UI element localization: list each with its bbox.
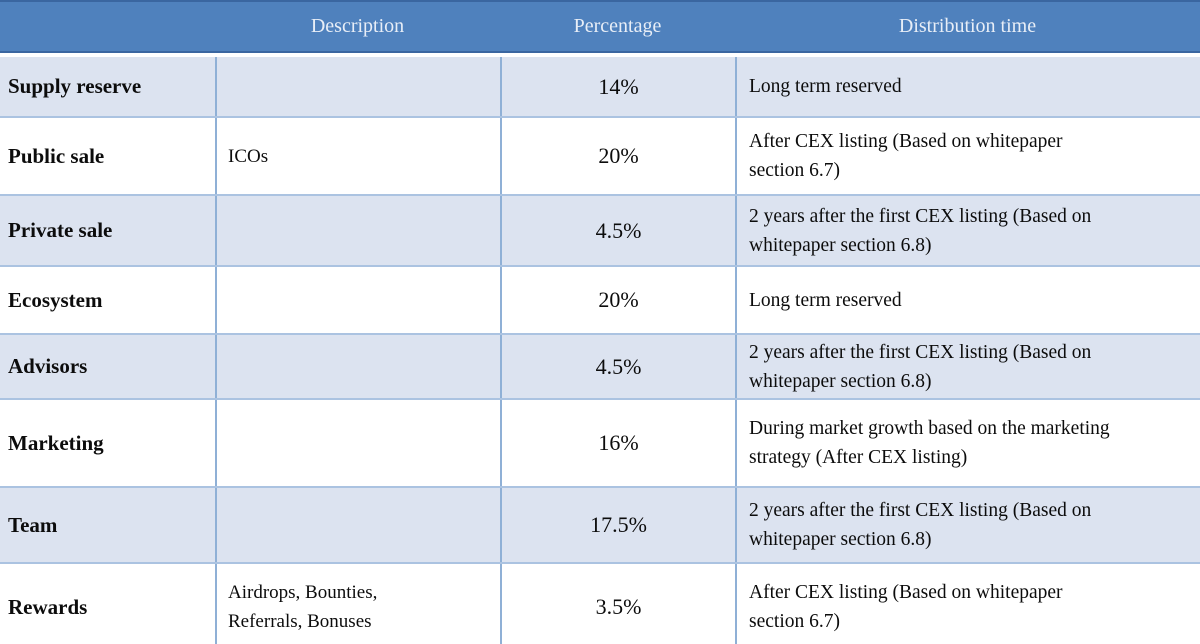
description-text: Airdrops, Bounties, Referrals, Bonuses (228, 582, 378, 632)
percentage-value: 14% (598, 73, 639, 99)
percentage-value: 17.5% (590, 512, 647, 537)
percentage-value: 20% (598, 143, 639, 168)
table-row: Private sale 4.5% 2 years after the firs… (0, 194, 1200, 265)
percentage-cell: 20% (500, 267, 735, 333)
distribution-time-cell: Long term reserved (735, 267, 1200, 333)
table-row: Supply reserve 14% Long term reserved (0, 57, 1200, 116)
table-row: Ecosystem 20% Long term reserved (0, 265, 1200, 333)
description-cell (215, 196, 500, 265)
distribution-time-cell: After CEX listing (Based on whitepaper s… (735, 118, 1200, 194)
distribution-time-text: Long term reserved (749, 76, 902, 97)
percentage-value: 4.5% (595, 217, 642, 243)
distribution-time-cell: After CEX listing (Based on whitepaper s… (735, 564, 1200, 644)
percentage-cell: 3.5% (500, 564, 735, 644)
distribution-time-text: Long term reserved (749, 289, 902, 311)
percentage-value: 3.5% (595, 594, 642, 619)
category-label: Team (8, 512, 58, 537)
description-cell: ICOs (215, 118, 500, 194)
description-text: ICOs (228, 145, 269, 167)
description-cell: Airdrops, Bounties, Referrals, Bonuses (215, 564, 500, 644)
percentage-cell: 20% (500, 118, 735, 194)
description-cell (215, 57, 500, 116)
description-cell (215, 400, 500, 486)
distribution-time-text: After CEX listing (Based on whitepaper s… (749, 131, 1063, 181)
category-label: Ecosystem (8, 287, 103, 312)
table-row: Team 17.5% 2 years after the first CEX l… (0, 486, 1200, 562)
header-cell-distribution-time: Distribution time (735, 2, 1200, 51)
table-row: Marketing 16% During market growth based… (0, 398, 1200, 486)
header-label-description: Description (310, 15, 405, 37)
distribution-time-text: During market growth based on the market… (749, 418, 1110, 468)
distribution-time-cell: During market growth based on the market… (735, 400, 1200, 486)
percentage-cell: 4.5% (500, 335, 735, 398)
description-cell (215, 335, 500, 398)
category-label: Public sale (8, 143, 105, 168)
distribution-time-text: 2 years after the first CEX listing (Bas… (749, 500, 1092, 550)
percentage-cell: 14% (500, 57, 735, 116)
category-label: Private sale (8, 218, 113, 242)
category-cell: Supply reserve (0, 57, 215, 116)
distribution-time-text: After CEX listing (Based on whitepaper s… (749, 582, 1063, 632)
percentage-cell: 16% (500, 400, 735, 486)
percentage-value: 20% (598, 287, 639, 312)
distribution-time-text: 2 years after the first CEX listing (Bas… (749, 205, 1092, 256)
distribution-time-cell: 2 years after the first CEX listing (Bas… (735, 196, 1200, 265)
category-cell: Advisors (0, 335, 215, 398)
percentage-cell: 17.5% (500, 488, 735, 562)
percentage-value: 4.5% (595, 353, 642, 379)
distribution-time-cell: 2 years after the first CEX listing (Bas… (735, 488, 1200, 562)
description-cell (215, 488, 500, 562)
category-label: Rewards (8, 594, 88, 619)
header-label-distribution-time: Distribution time (898, 15, 1037, 37)
category-label: Advisors (8, 354, 88, 378)
category-cell: Public sale (0, 118, 215, 194)
header-cell-description: Description (215, 2, 500, 51)
header-cell-category (0, 2, 215, 51)
table-row: Public sale ICOs 20% After CEX listing (… (0, 116, 1200, 194)
percentage-value: 16% (598, 430, 639, 455)
distribution-time-cell: Long term reserved (735, 57, 1200, 116)
description-cell (215, 267, 500, 333)
category-cell: Marketing (0, 400, 215, 486)
percentage-cell: 4.5% (500, 196, 735, 265)
table-body: Supply reserve 14% Long term reserved Pu… (0, 57, 1200, 644)
category-cell: Ecosystem (0, 267, 215, 333)
table-header-row: Description Percentage Distribution time (0, 0, 1200, 53)
category-label: Supply reserve (8, 74, 142, 98)
category-label: Marketing (8, 430, 104, 455)
table-row: Advisors 4.5% 2 years after the first CE… (0, 333, 1200, 398)
table-row: Rewards Airdrops, Bounties, Referrals, B… (0, 562, 1200, 644)
category-cell: Rewards (0, 564, 215, 644)
category-cell: Team (0, 488, 215, 562)
header-label-percentage: Percentage (573, 15, 662, 37)
distribution-time-text: 2 years after the first CEX listing (Bas… (749, 341, 1092, 392)
distribution-time-cell: 2 years after the first CEX listing (Bas… (735, 335, 1200, 398)
category-cell: Private sale (0, 196, 215, 265)
header-cell-percentage: Percentage (500, 2, 735, 51)
